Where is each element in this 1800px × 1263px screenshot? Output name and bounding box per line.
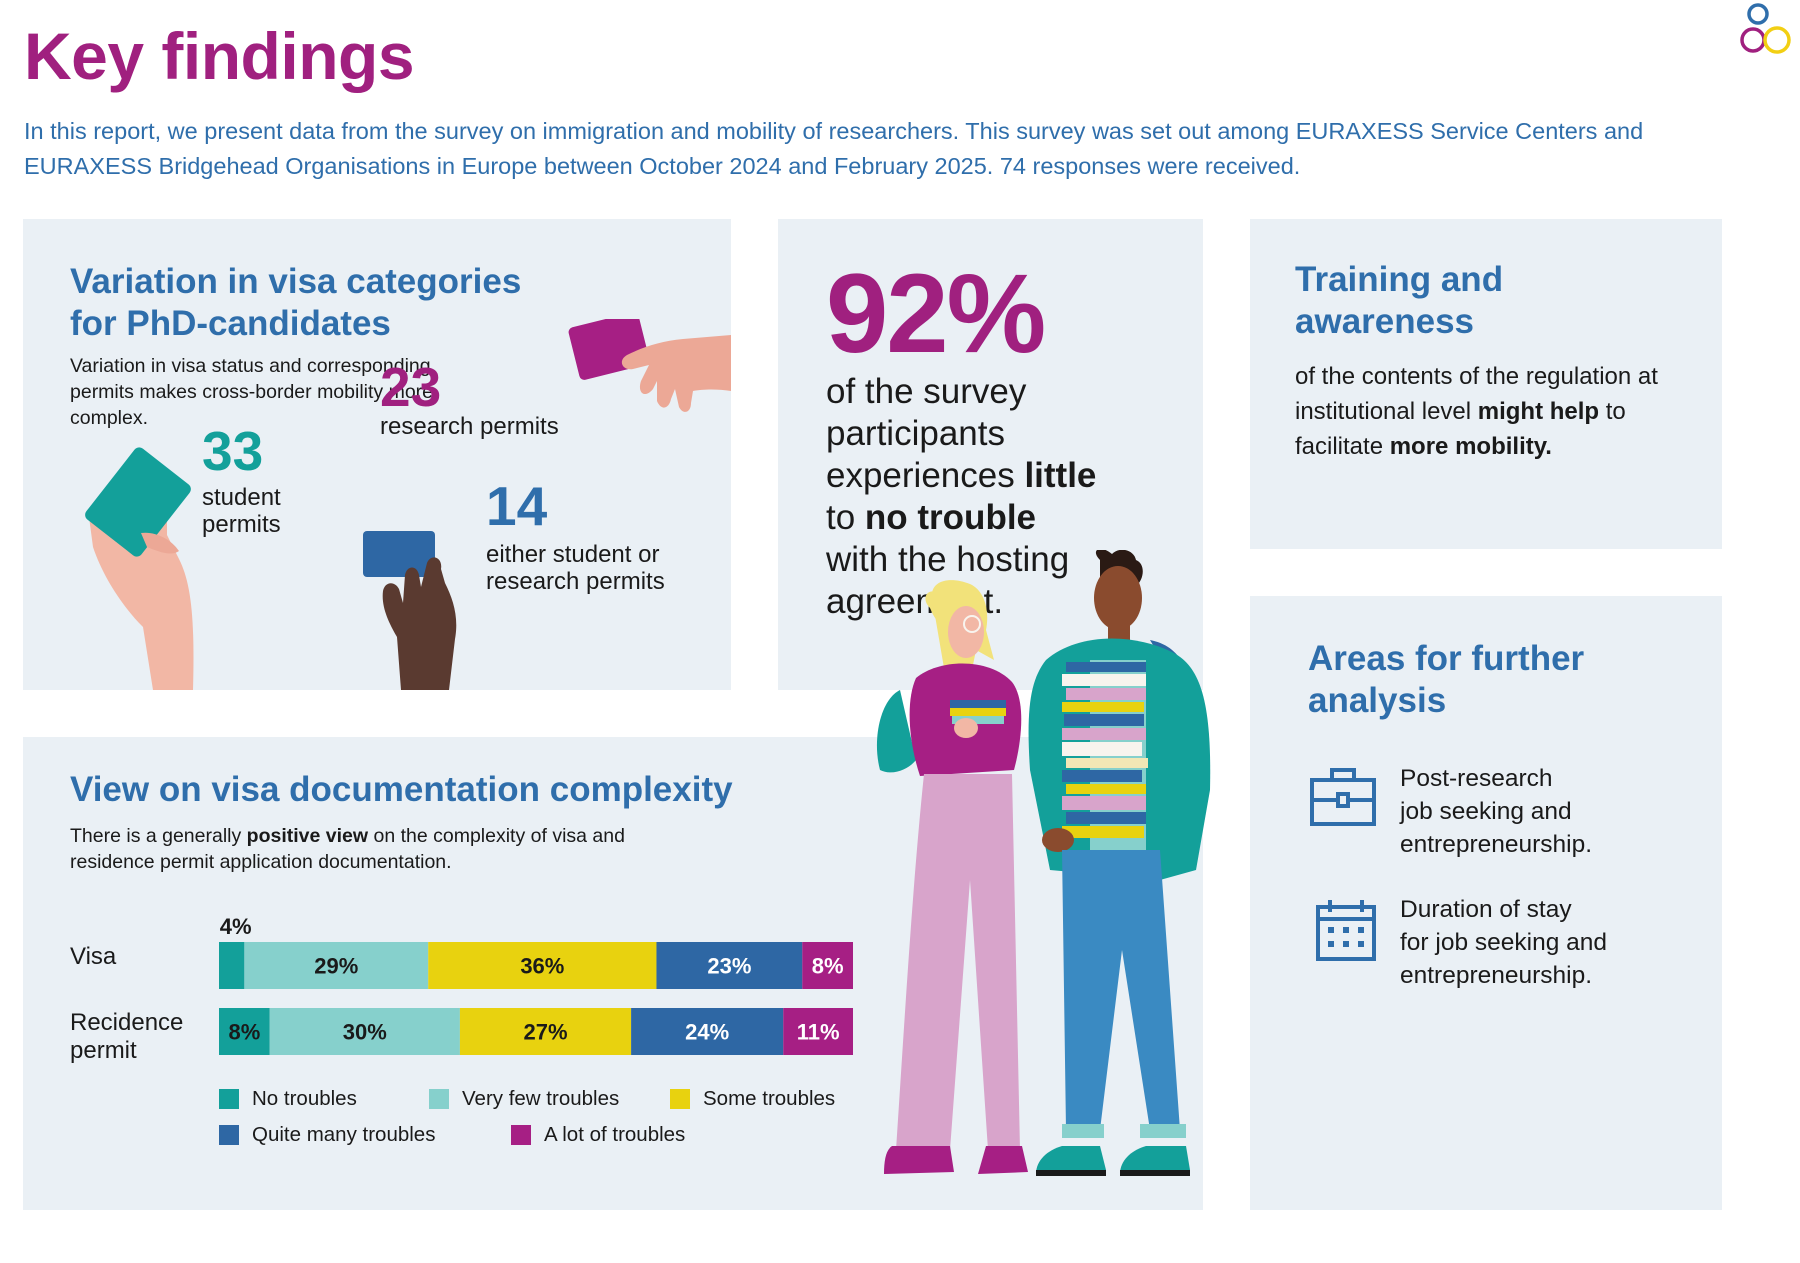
intro-paragraph: In this report, we present data from the… [24,118,1644,179]
hand-magenta-card-icon [568,319,731,412]
bar-label-residence-4: 11% [797,1020,840,1045]
either-permits-number: 14 [486,475,548,537]
student-permits-number: 33 [202,420,264,482]
hand-teal-card-icon [85,447,194,690]
legend-swatch [219,1089,239,1109]
bar-segment-visa-1 [244,942,429,989]
student-permits-label: student permits [202,484,281,538]
bar-label-visa-4: 8% [812,954,844,979]
legend-swatch [219,1125,239,1145]
research-permits-label: research permits [380,413,559,440]
visa-categories-description: Variation in visa status and correspondi… [70,355,434,429]
bar-segment-visa-4 [802,942,853,989]
legend-label: No troubles [252,1087,357,1110]
legend-swatch [429,1089,449,1109]
bar-label-visa-1: 29% [314,954,358,979]
calendar-icon [1316,900,1376,961]
chart-row-label-visa: Visa [70,943,117,970]
briefcase-icon [1310,768,1376,826]
bar-label-visa-2: 36% [520,954,564,979]
bar-label-residence-3: 24% [685,1020,729,1045]
complexity-description: There is a generally positive view on th… [70,825,625,873]
legend-label: Very few troubles [462,1087,620,1110]
bar-segment-residence-4 [783,1008,853,1055]
bar-segment-visa-0 [219,942,245,989]
logo-rings-icon [1740,3,1791,54]
bar-segment-residence-1 [269,1008,460,1055]
woman-figure-icon [876,580,1028,1174]
legend-swatch [670,1089,690,1109]
chart-row-label-residence: Recidence permit [70,1009,184,1064]
bar-segment-residence-2 [459,1008,632,1055]
legend-label: Some troubles [703,1087,836,1110]
visa-categories-heading: Variation in visa categories for PhD-can… [70,262,522,343]
trouble-percent: 92% [826,251,1046,376]
hand-blue-card-icon [363,531,457,690]
people-illustration [876,550,1211,1176]
training-awareness-card: Training and awareness of the contents o… [1250,219,1722,549]
bar-segment-visa-2 [428,942,657,989]
training-heading: Training and awareness [1295,260,1504,341]
visa-categories-card: Variation in visa categories for PhD-can… [23,219,731,690]
training-text: of the contents of the regulation at ins… [1295,363,1658,460]
legend-swatch [511,1125,531,1145]
legend-label: Quite many troubles [252,1123,436,1146]
legend-label: A lot of troubles [544,1123,686,1146]
bar-segment-visa-3 [656,942,803,989]
page-title: Key findings [24,19,415,93]
bar-label-residence-2: 27% [523,1020,567,1045]
area-item-duration: Duration of stay for job seeking and ent… [1308,893,1708,1003]
bar-segment-residence-0 [219,1008,270,1055]
areas-analysis-card: Areas for further analysis Post-research… [1250,596,1722,1210]
research-permits-number: 23 [380,356,442,418]
bar-segment-residence-3 [631,1008,784,1055]
area-item-job-seeking: Post-research job seeking and entreprene… [1308,762,1708,872]
areas-heading: Areas for further analysis [1308,639,1585,720]
bar-label-residence-0: 8% [228,1020,260,1045]
stacked-bar-chart: 4% 29% 36% 23% 8% 8% 30% 27% 24% 11% [219,914,853,1055]
bar-label-visa-3: 23% [707,954,751,979]
bar-label-visa-0: 4% [220,914,252,939]
area-text-duration: Duration of stay for job seeking and ent… [1400,896,1608,989]
complexity-heading: View on visa documentation complexity [70,770,733,809]
chart-legend: No troubles Very few troubles Some trouble… [219,1087,899,1167]
man-figure-icon [1028,550,1211,1176]
area-text-job-seeking: Post-research job seeking and entreprene… [1400,765,1593,858]
either-permits-label: either student or research permits [486,541,665,595]
bar-label-residence-1: 30% [343,1020,387,1045]
